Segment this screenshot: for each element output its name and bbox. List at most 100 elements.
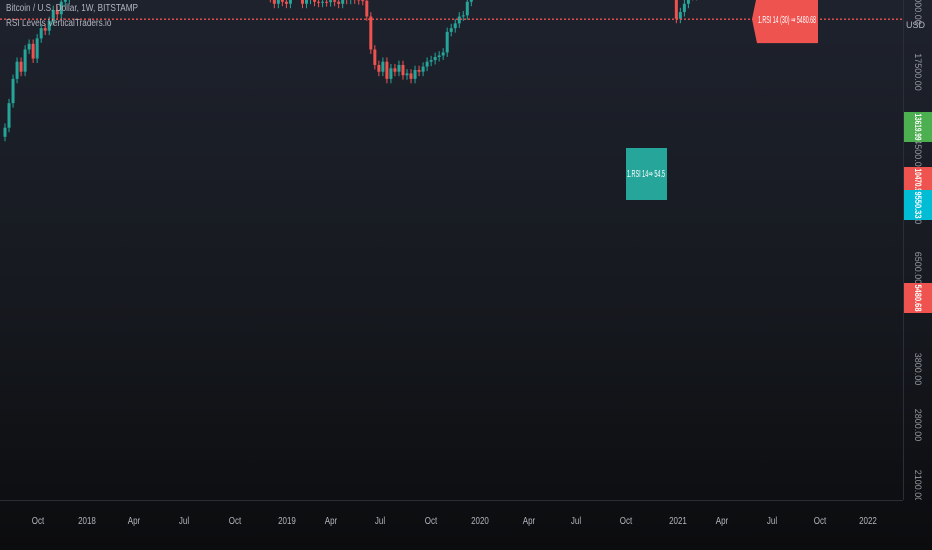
candle-body[interactable] (365, 0, 369, 17)
symbol-legend[interactable]: Bitcoin / U.S. Dollar, 1W, BITSTAMP (6, 3, 138, 14)
svg-text:2100.00: 2100.00 (913, 470, 923, 500)
candle-body[interactable] (284, 1, 288, 4)
candle-body[interactable] (413, 69, 417, 79)
candle-body[interactable] (55, 9, 59, 15)
time-tick-label: Jul (571, 515, 581, 526)
svg-text:20000.00: 20000.00 (913, 0, 923, 25)
candle-body[interactable] (369, 16, 373, 50)
candle-body[interactable] (272, 0, 276, 4)
candle-body[interactable] (23, 49, 27, 72)
candle-body[interactable] (393, 68, 397, 72)
price-marker[interactable]: 5480.68 (904, 283, 932, 313)
candle-body[interactable] (35, 38, 39, 59)
candle-body[interactable] (421, 66, 425, 72)
candle-body[interactable] (321, 1, 325, 3)
candle-body[interactable] (317, 1, 321, 3)
candle-body[interactable] (63, 0, 67, 2)
candle-body[interactable] (445, 31, 449, 53)
current-rsi-callout[interactable]: 1.RSI 14⇒ 54.5 (626, 0, 809, 200)
candle-body[interactable] (31, 43, 35, 59)
candle-body[interactable] (59, 1, 63, 15)
candle-body[interactable] (47, 21, 51, 31)
time-tick-label: Apr (716, 515, 728, 526)
candle-body[interactable] (27, 43, 31, 50)
time-tick-label: Oct (229, 515, 242, 526)
candle-body[interactable] (441, 52, 445, 56)
candle-body[interactable] (409, 73, 413, 79)
current-rsi-label: 1.RSI 14⇒ 54.5 (627, 169, 665, 180)
candle-body[interactable] (385, 61, 389, 79)
candle-body[interactable] (43, 28, 47, 31)
candle-body[interactable] (19, 61, 23, 72)
time-tick-label: 2019 (278, 515, 296, 526)
svg-text:3800.00: 3800.00 (913, 353, 923, 386)
candle-body[interactable] (51, 9, 55, 22)
candle-body[interactable] (682, 3, 686, 13)
svg-text:6500.00: 6500.00 (913, 252, 923, 285)
candle-body[interactable] (678, 12, 682, 19)
candle-body[interactable] (300, 0, 304, 4)
candle-body[interactable] (337, 1, 341, 4)
price-marker[interactable]: 13619.99 (904, 112, 932, 142)
time-axis[interactable]: Oct 2018 Apr Jul Oct 2019 Apr Jul Oct 2020 Apr Jul O… (0, 500, 903, 550)
price-marker-label: 10470.92 (913, 169, 923, 196)
candlestick-plot[interactable]: 1.RSI 14 (70) ⇒ 13619.991.RSI 14 (50) ⇒ … (0, 0, 903, 500)
rsi-level-label: 1.RSI 14 (30) ⇒ 5480.68 (758, 15, 816, 26)
svg-text:17500.00: 17500.00 (913, 53, 923, 91)
candle-body[interactable] (397, 64, 401, 72)
candle-body[interactable] (333, 0, 337, 2)
price-tick-label: 20000.00 (913, 0, 923, 25)
candle-body[interactable] (401, 64, 405, 76)
candle-body[interactable] (389, 68, 393, 79)
candle-body[interactable] (7, 103, 11, 128)
time-tick-label: Oct (32, 515, 45, 526)
candle-body[interactable] (280, 0, 284, 2)
candle-body[interactable] (341, 0, 345, 4)
candle-body[interactable] (15, 61, 19, 79)
candle-body[interactable] (686, 0, 690, 4)
candle-body[interactable] (325, 1, 329, 3)
candle-body[interactable] (39, 28, 43, 39)
candle-body[interactable] (457, 16, 461, 24)
candle-body[interactable] (11, 78, 15, 104)
candle-body[interactable] (313, 0, 317, 2)
candle-body[interactable] (276, 0, 280, 4)
price-marker-bg (904, 190, 932, 220)
time-tick-label: 2022 (859, 515, 877, 526)
price-axis[interactable]: 20000.0017500.0014500.009550.006500.0038… (903, 0, 932, 500)
price-marker[interactable]: 9550.33 (904, 190, 932, 220)
time-tick-label: Apr (523, 515, 535, 526)
price-tick-label: 17500.00 (913, 53, 923, 91)
time-tick-label: Jul (375, 515, 385, 526)
price-tick-label: 14500.00 (913, 134, 923, 172)
candle-body[interactable] (381, 61, 385, 72)
candle-body[interactable] (449, 28, 453, 32)
time-tick-label: 2020 (471, 515, 489, 526)
candle-body[interactable] (429, 60, 433, 62)
candle-body[interactable] (417, 69, 421, 72)
indicator-legend[interactable]: RSI Levels VerticalTraders.io (6, 18, 112, 29)
candle-body[interactable] (305, 0, 308, 4)
candle-body[interactable] (674, 0, 678, 19)
candle-body[interactable] (453, 23, 457, 29)
candle-body[interactable] (361, 0, 365, 2)
price-tick-label: 2100.00 (913, 470, 923, 500)
candle-body[interactable] (469, 0, 473, 2)
candle-body[interactable] (433, 56, 437, 61)
candle-body[interactable] (461, 15, 465, 17)
candle-body[interactable] (425, 61, 429, 67)
candle-body[interactable] (373, 49, 377, 65)
candle-body[interactable] (437, 55, 441, 57)
price-tick-label: 2800.00 (913, 409, 923, 442)
candle-body[interactable] (3, 127, 7, 137)
candle-body[interactable] (405, 73, 409, 76)
price-marker-bg (904, 112, 932, 142)
candle-body[interactable] (288, 0, 292, 4)
candle-body[interactable] (377, 64, 381, 72)
rsi-level-callout[interactable]: 1.RSI 14 (30) ⇒ 5480.68 (752, 0, 818, 44)
price-axis-unit: USD (906, 20, 926, 30)
candle-body[interactable] (465, 1, 469, 16)
candle-body[interactable] (329, 0, 333, 3)
time-tick-label: 2018 (78, 515, 96, 526)
